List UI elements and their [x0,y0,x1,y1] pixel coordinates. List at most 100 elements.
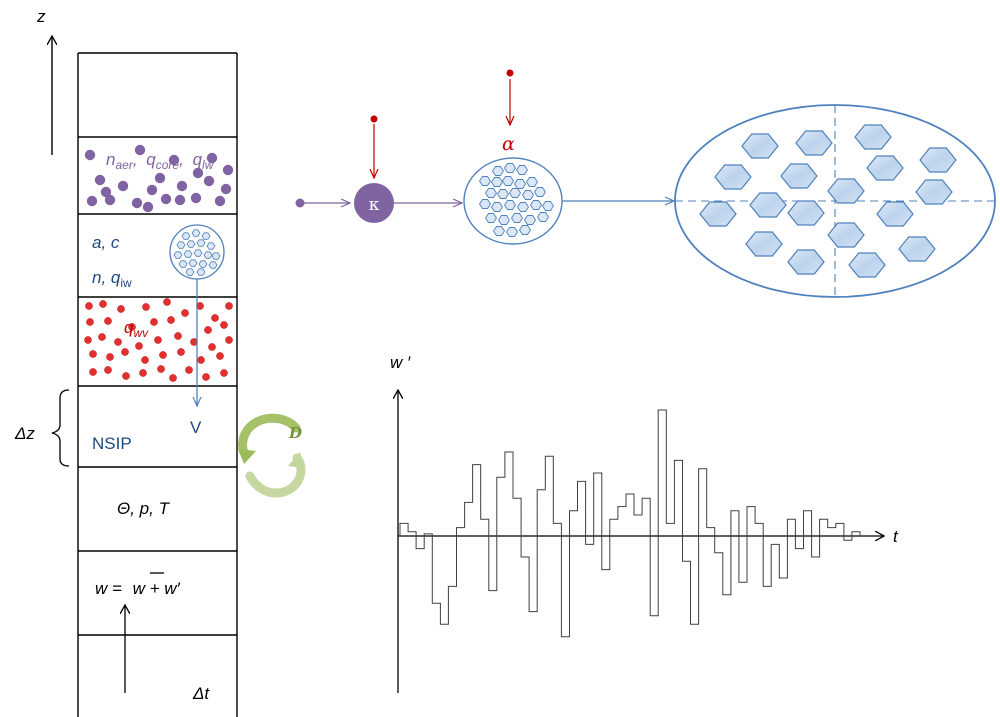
ice-crystal [876,201,914,227]
ice-crystal [780,163,818,189]
aerosol-particle [104,194,116,206]
ice-crystal [533,187,547,197]
vapor-molecule [141,356,149,364]
diffusion-arc-upper [238,413,301,460]
ice-crystal [490,202,504,212]
ice-crystal [513,179,527,189]
aerosol-particle [174,194,186,206]
ice-crystal [176,241,186,249]
vapor-cell: qwv [84,298,233,382]
vapor-molecule [216,352,224,360]
aerosol-particle [84,149,96,161]
aerosol-particles [84,144,234,213]
timeseries-x-label: t [893,527,899,546]
aerosol-particle [176,180,188,192]
ice-crystal [501,176,515,186]
ice-crystal [795,130,833,156]
diffusion-arrowhead-upper [238,449,256,464]
kappa-input-dot [370,115,378,123]
vertical-velocity-timeseries: w ′ t [390,353,899,693]
ice-cell: a, c n, qiw [92,224,225,290]
ice-crystals-medium [478,163,555,237]
vapor-molecule [177,348,185,356]
ice-crystal [208,261,218,269]
ice-crystal [196,268,206,276]
dz-label: Δz [14,424,35,443]
ice-crystal [508,188,522,198]
ice-crystal [198,260,208,268]
vapor-molecule [85,302,93,310]
ice-crystal [541,201,555,211]
wind-decomposition: w = w + w′ [95,579,181,598]
ice-crystal [206,242,216,250]
aerosol-particle [117,180,129,192]
ice-crystal [478,199,492,209]
ice-crystal [699,201,737,227]
vapor-molecule [225,336,233,344]
ice-crystal [714,164,752,190]
aerosol-cell: naer, qcore, qlw [84,144,234,213]
vapor-molecules [84,298,233,382]
alpha-label: α [502,133,515,155]
vapor-molecule [104,317,112,325]
ice-crystal [866,155,904,181]
ice-crystal [521,190,535,200]
ice-crystal [211,252,221,260]
aerosol-particle [190,192,202,204]
vapor-molecule [84,336,92,344]
vapor-molecule [154,336,162,344]
vapor-molecule [220,321,228,329]
vapor-molecule [181,309,189,317]
vapor-molecule [106,353,114,361]
diffusion-symbol: D [238,413,306,498]
ice-variables-a-c: a, c [92,233,120,252]
vapor-molecule [163,298,171,306]
vapor-molecule [142,303,150,311]
ice-crystal [529,200,543,210]
ice-crystal [185,268,195,276]
ice-crystals-large [699,124,957,278]
ice-crystal [193,249,203,257]
vapor-molecule [167,316,175,324]
aerosol-particle [168,154,180,166]
ice-formation-pipeline: κ α [295,69,996,298]
aerosol-particle [192,167,204,179]
aerosol-particle [86,195,98,207]
z-axis: z [36,7,52,155]
vapor-molecule [139,369,147,377]
vapor-molecule [202,373,210,381]
ice-crystal [491,166,505,176]
ice-crystal [505,227,519,237]
nsip-label: NSIP [92,434,132,453]
timeseries-y-label: w ′ [390,353,411,372]
ice-crystal [827,178,865,204]
aerosol-particle [94,174,106,186]
aerosol-particle [100,186,112,198]
ice-crystal [484,213,498,223]
vapor-molecule [89,368,97,376]
vapor-molecule [128,323,136,331]
aerosol-particle [134,144,146,156]
vapor-molecule [220,369,228,377]
model-column [77,52,238,717]
ice-crystal [503,163,517,173]
ice-crystal [745,231,783,257]
vertical-wind: w = w + w′ Δt [95,572,210,703]
aerosol-particle [214,195,226,207]
vapor-molecule [135,342,143,350]
ice-crystal [518,225,532,235]
ice-crystal [525,177,539,187]
ice-crystal [787,249,825,275]
ice-crystal [741,133,779,159]
vapor-molecule [98,333,106,341]
thermo-variables: Θ, p, T [117,499,171,518]
ice-crystal [178,260,188,268]
vapor-molecule [86,318,94,326]
ice-crystal [183,250,193,258]
dt-label: Δt [192,684,210,703]
ice-crystal [827,222,865,248]
vapor-molecule [99,300,107,308]
ice-crystal [523,215,537,225]
aerosol-particle [220,183,232,195]
vapor-molecule [157,365,165,373]
